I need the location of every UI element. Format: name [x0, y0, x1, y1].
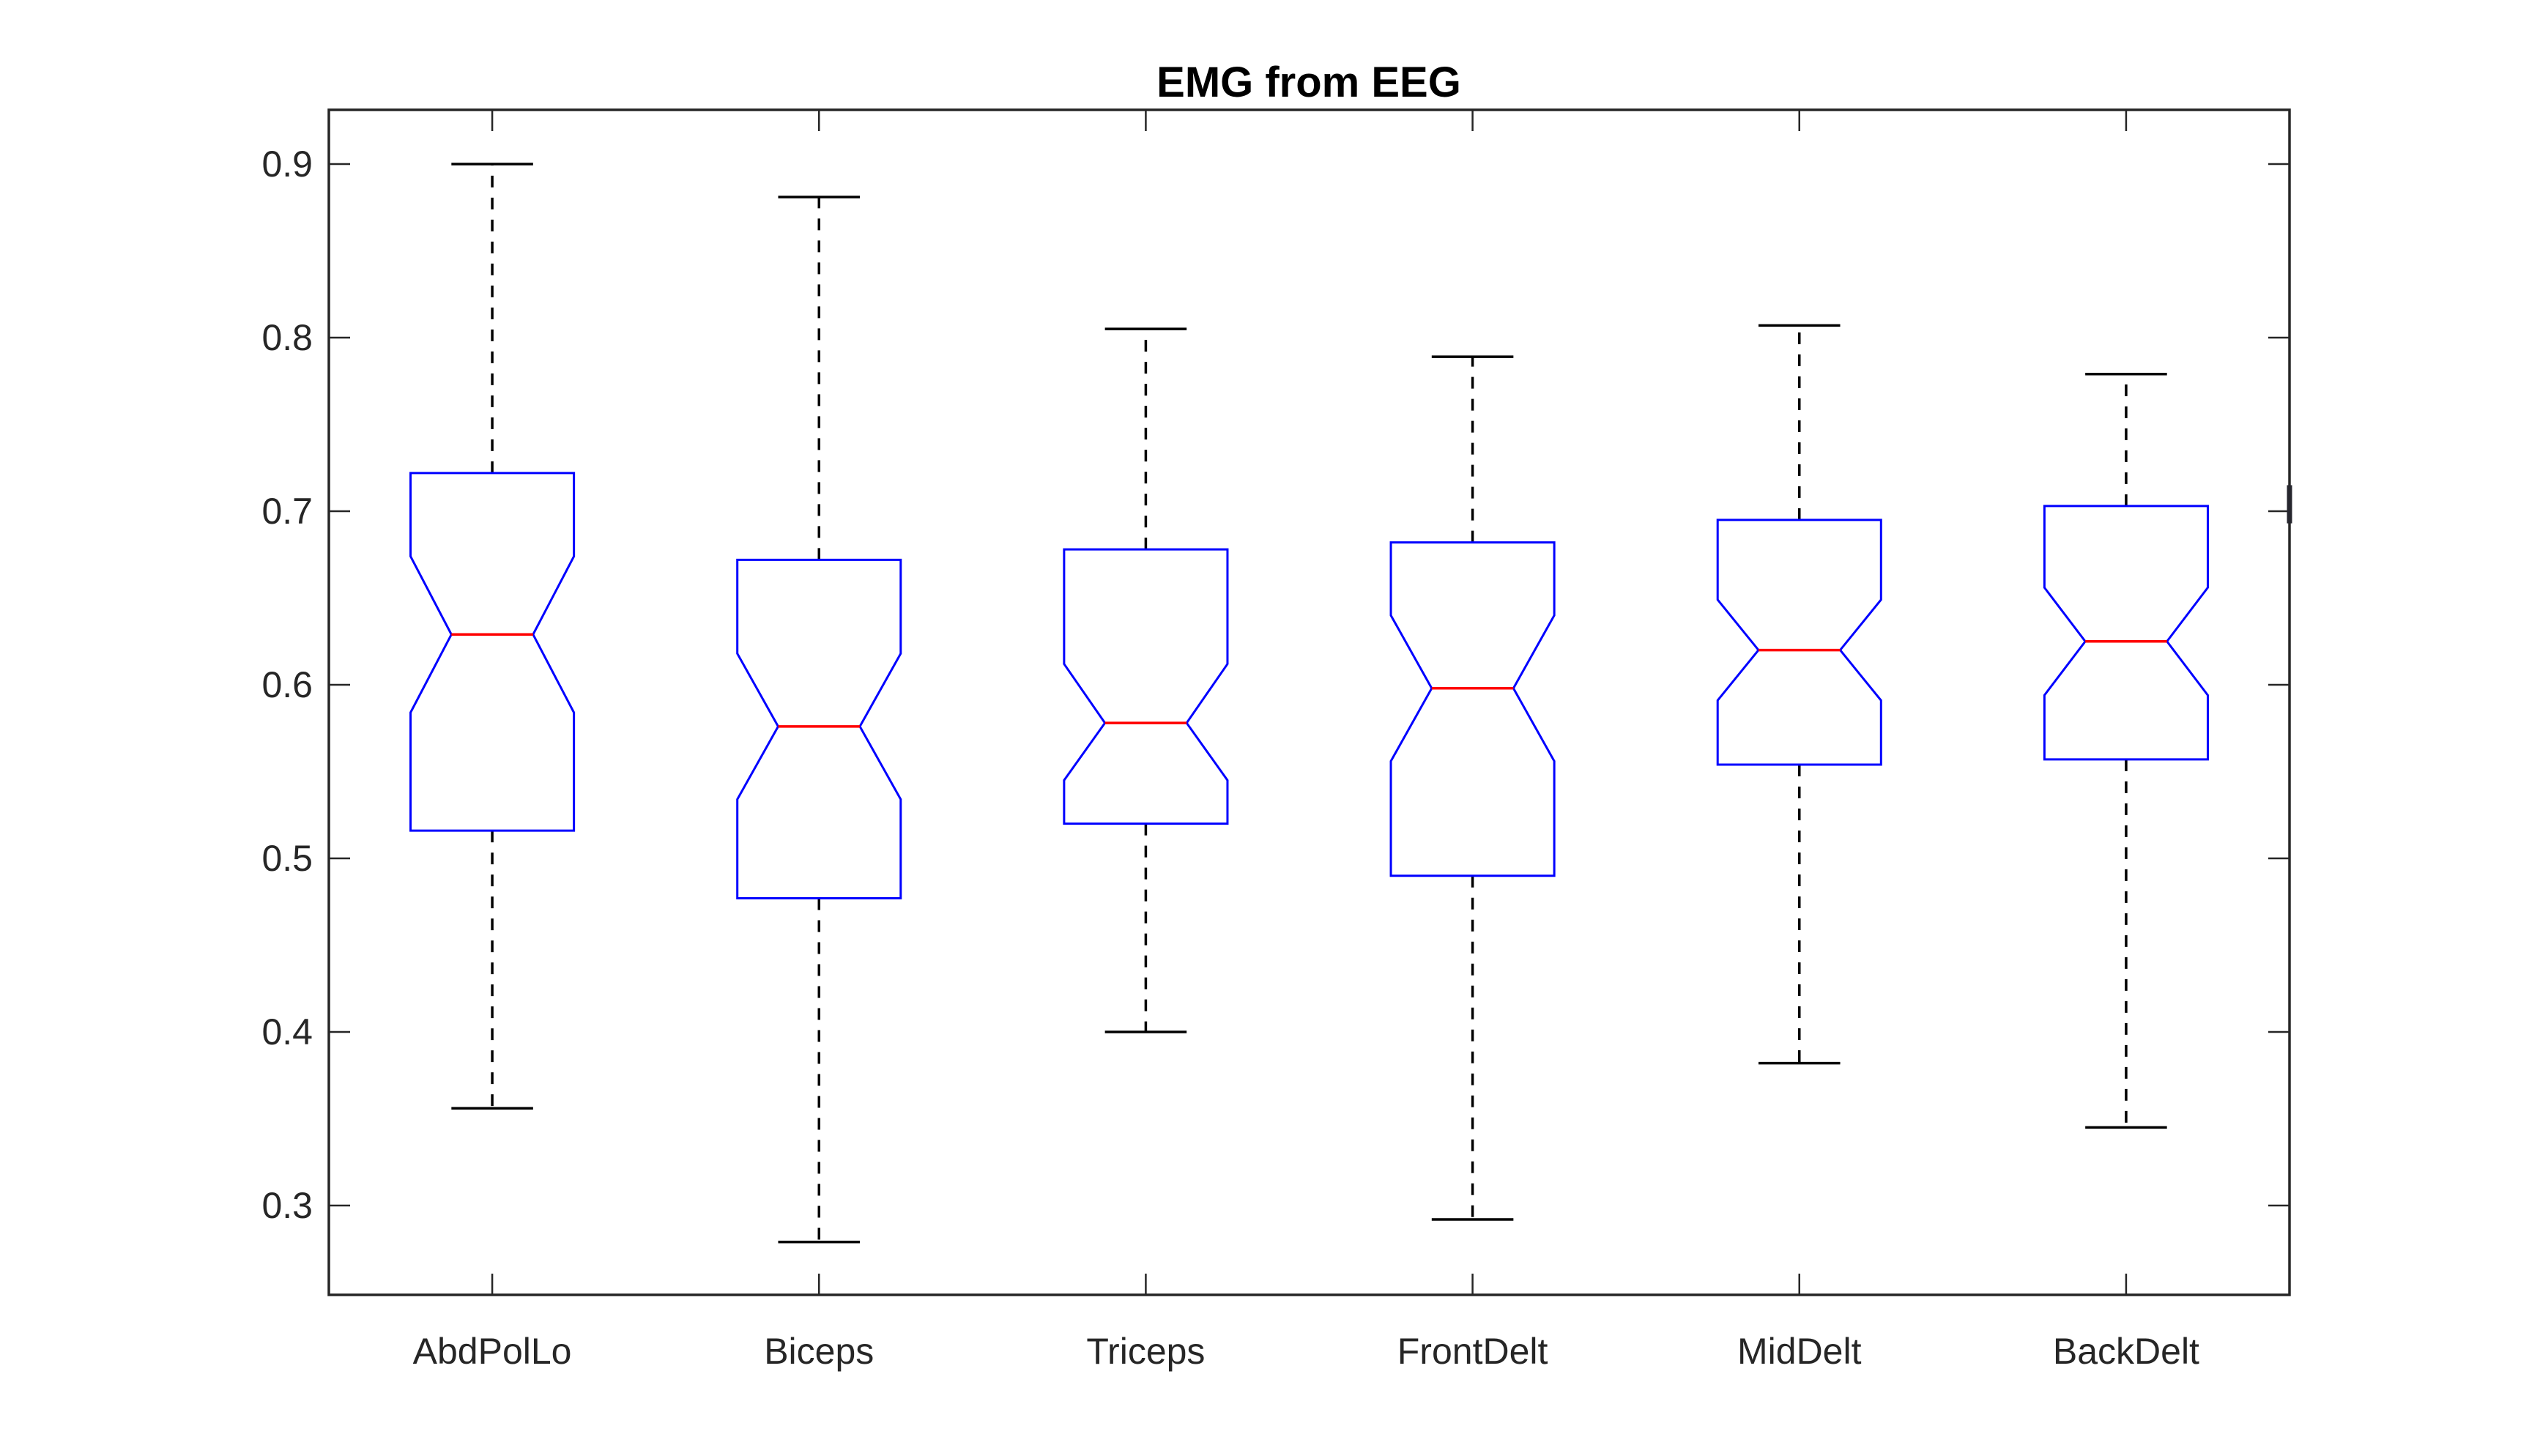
axis-ticks	[329, 110, 2290, 1295]
y-tick-label: 0.9	[261, 144, 313, 185]
box-group-biceps	[736, 196, 902, 1244]
x-category-label: Biceps	[764, 1331, 874, 1372]
y-tick-label: 0.4	[261, 1011, 313, 1052]
y-tick-label: 0.7	[261, 491, 313, 532]
notched-box	[409, 472, 576, 832]
box-group-frontdelt	[1389, 355, 1556, 1221]
clipped-box-edge-artifact	[2287, 485, 2292, 524]
notched-box	[1063, 548, 1229, 825]
x-category-labels: AbdPolLo Biceps Triceps FrontDelt MidDelt Bac…	[413, 1331, 2199, 1372]
x-category-label: FrontDelt	[1397, 1331, 1548, 1372]
notched-box	[736, 558, 902, 900]
plot-border	[327, 108, 2291, 1296]
box-group-abdpollo	[409, 163, 576, 1110]
x-category-label: AbdPolLo	[413, 1331, 572, 1372]
box-group-triceps	[1063, 327, 1229, 1033]
x-category-label: Triceps	[1086, 1331, 1205, 1372]
box-group-backdelt	[2043, 373, 2209, 1129]
x-category-label: MidDelt	[1737, 1331, 1862, 1372]
notched-box	[1716, 519, 1882, 766]
y-tick-label: 0.8	[261, 317, 313, 358]
box-series	[409, 163, 2209, 1244]
box-group-middelt	[1716, 324, 1882, 1065]
y-tick-label: 0.5	[261, 838, 313, 879]
y-tick-label: 0.6	[261, 664, 313, 705]
notched-box	[2043, 505, 2209, 761]
notched-box	[1389, 541, 1556, 877]
x-category-label: BackDelt	[2053, 1331, 2199, 1372]
y-tick-labels: 0.9 0.8 0.7 0.6 0.5 0.4 0.3	[261, 144, 313, 1226]
y-tick-label: 0.3	[261, 1185, 313, 1226]
chart-title: EMG from EEG	[1156, 59, 1461, 106]
